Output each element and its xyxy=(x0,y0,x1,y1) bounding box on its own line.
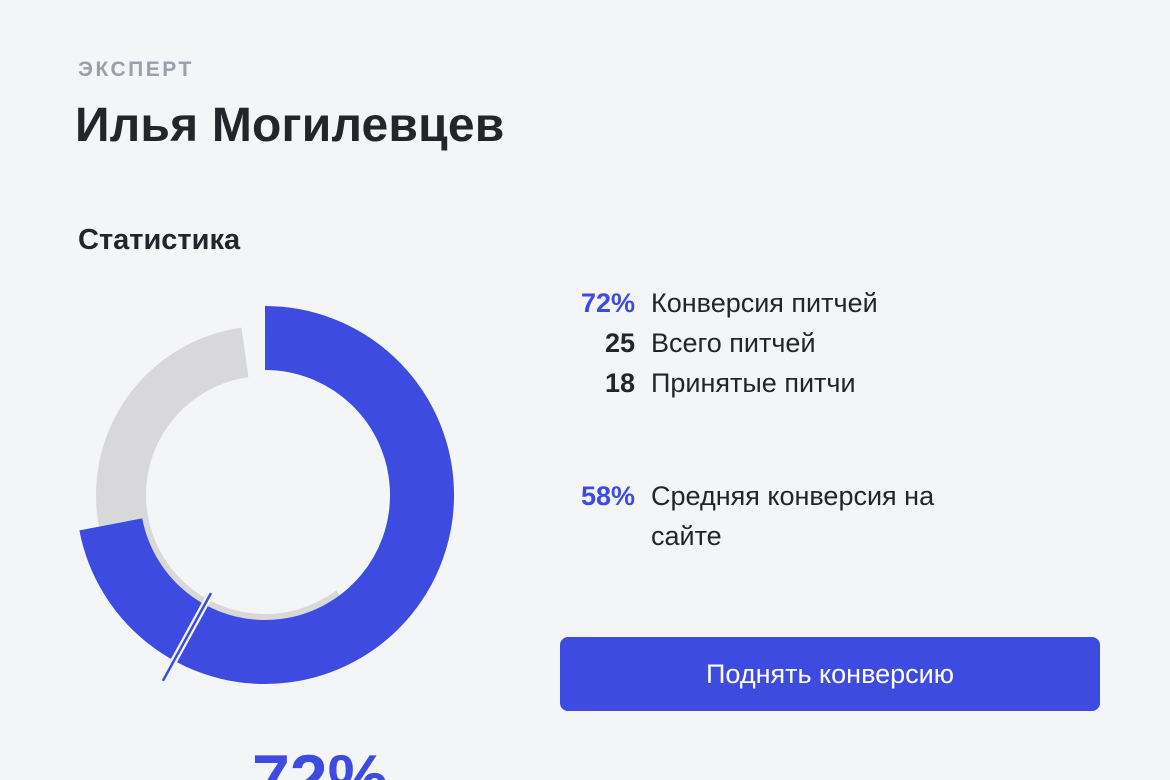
stat-label-conversion: Конверсия питчей xyxy=(651,288,878,318)
stat-value-accepted-pitches: 18 xyxy=(604,368,635,398)
expert-name-heading: Илья Могилевцев xyxy=(75,99,505,152)
donut-chart-svg xyxy=(79,306,455,684)
eyebrow-label: ЭКСПЕРТ xyxy=(78,58,194,81)
stat-value-total-pitches: 25 xyxy=(604,328,635,358)
stats-section-title: Статистика xyxy=(78,224,241,256)
stat-value-site-average: 58% xyxy=(580,481,635,511)
stats-list: 72% Конверсия питчей 25 Всего питчей 18 … xyxy=(560,283,1006,556)
stat-row-site-average: 58% Средняя конверсия на сайте xyxy=(560,476,1006,556)
stat-row-accepted-pitches: 18 Принятые питчи xyxy=(560,363,1006,403)
raise-conversion-button[interactable]: Поднять конверсию xyxy=(560,637,1100,711)
stat-row-conversion: 72% Конверсия питчей xyxy=(560,283,1006,323)
callout-marker-line xyxy=(161,592,213,682)
stat-row-total-pitches: 25 Всего питчей xyxy=(560,323,1006,363)
conversion-donut-chart: 72% 58% xyxy=(55,285,475,780)
stat-label-total-pitches: Всего питчей xyxy=(651,328,816,358)
stat-value-conversion: 72% xyxy=(580,288,635,318)
donut-arc-conversion xyxy=(79,306,455,684)
stat-label-accepted-pitches: Принятые питчи xyxy=(651,368,856,398)
donut-center-value: 72% xyxy=(251,741,389,780)
stat-label-site-average: Средняя конверсия на сайте xyxy=(651,481,935,551)
